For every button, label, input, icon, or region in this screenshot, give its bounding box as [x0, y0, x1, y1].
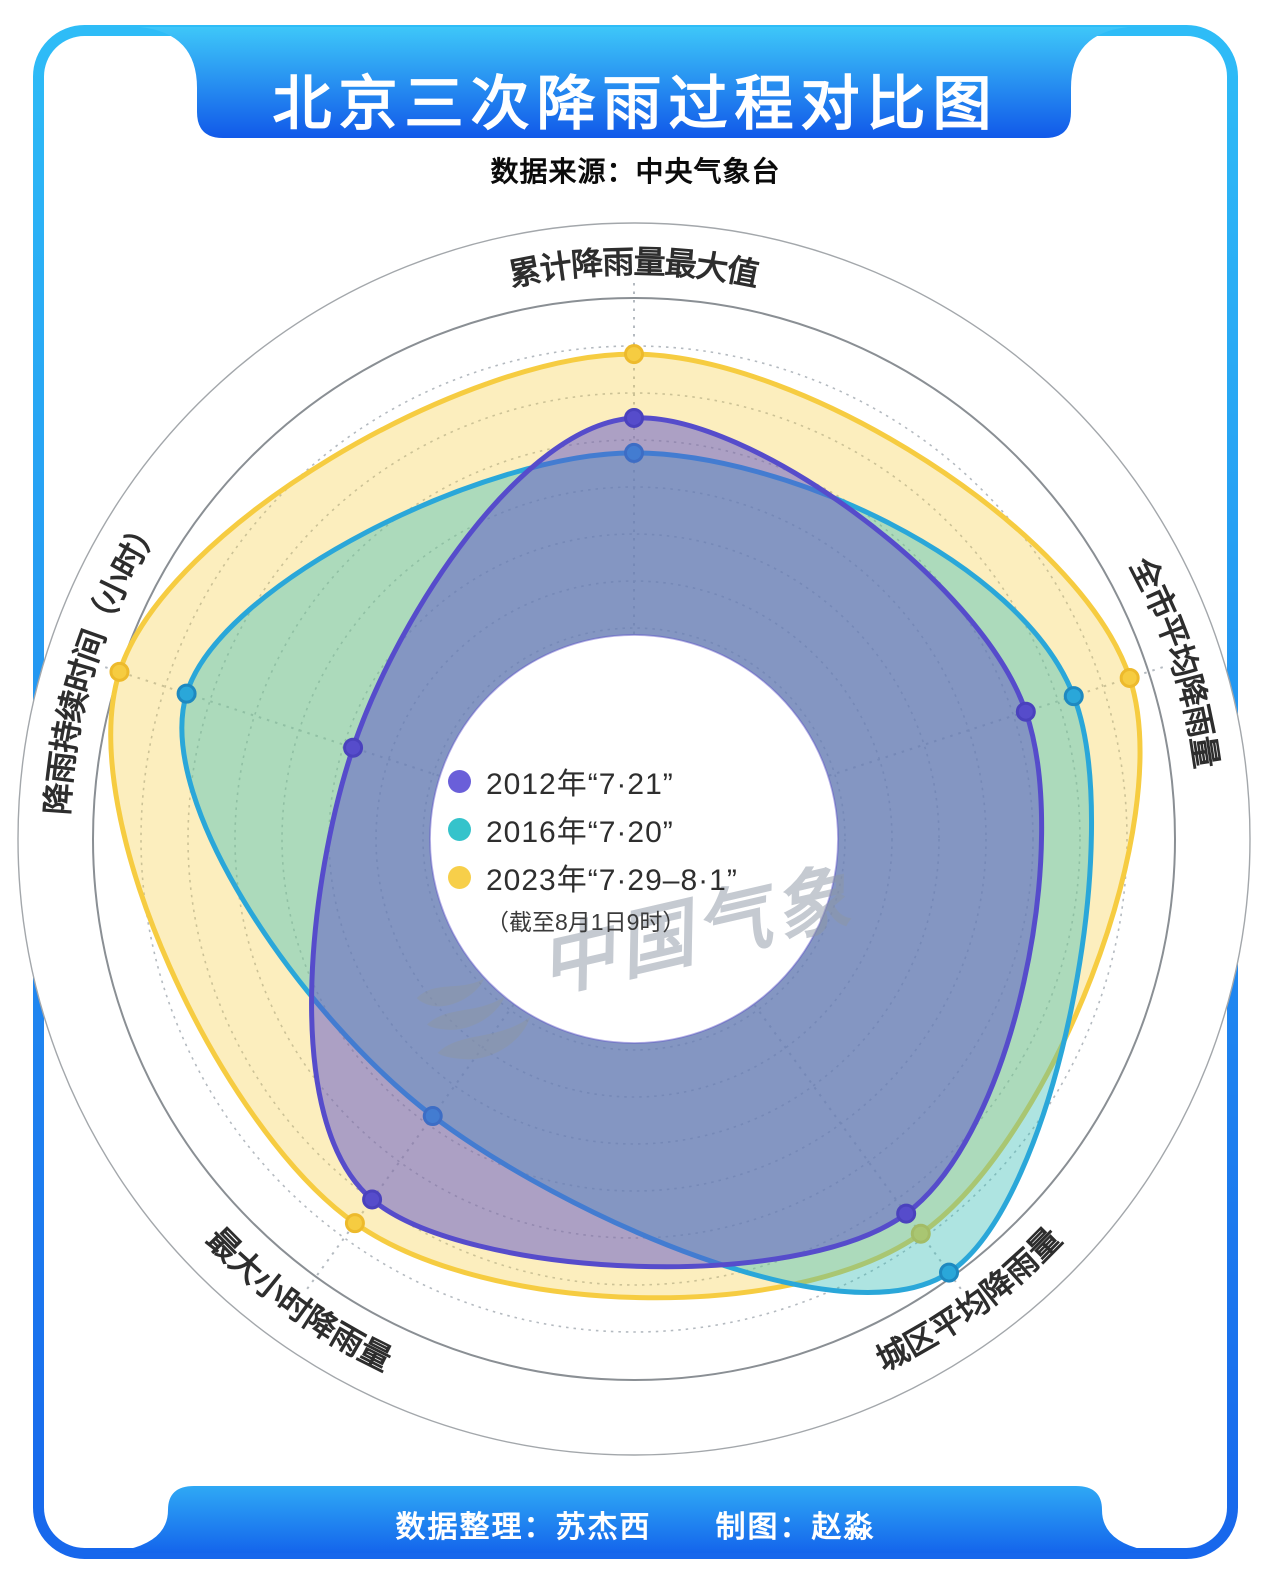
axis-label-char: 雨 — [42, 749, 82, 785]
axis-label-char: 量 — [633, 244, 666, 281]
legend-label-2012: 2012年“7·21” — [486, 768, 674, 801]
series-point — [624, 407, 644, 428]
chart-legend: 2012年“7·21” 2016年“7·20” 2023年“7·29–8·1” … — [448, 757, 738, 937]
legend-item-2016: 2016年“7·20” — [448, 805, 738, 853]
series-point — [939, 1262, 960, 1283]
footer-ribbon — [106, 1486, 1164, 1553]
legend-note: （截至8月1日9时） — [486, 909, 686, 935]
credits-text: 数据整理：苏杰西 制图：赵淼 — [395, 1511, 876, 1544]
legend-label-2023: 2023年“7·29–8·1” — [486, 864, 738, 897]
legend-dot-2023 — [448, 865, 471, 889]
series-point — [1063, 686, 1084, 707]
series-point — [624, 344, 644, 365]
axis-label-char: 量 — [1184, 733, 1224, 770]
series-point — [362, 1189, 383, 1210]
series-point — [1119, 667, 1140, 688]
axis-label-char: 雨 — [1178, 702, 1220, 741]
grid-ring — [187, 392, 1081, 1286]
series-point — [910, 1223, 931, 1244]
axis-label-char: 雨 — [602, 244, 635, 281]
series-point — [176, 683, 197, 704]
series-point — [343, 737, 364, 758]
series-point — [109, 661, 130, 682]
center-hole — [429, 634, 839, 1044]
axis-label-char: 累 — [506, 252, 544, 293]
grid-ring — [140, 345, 1128, 1333]
legend-dot-2012 — [448, 769, 471, 793]
legend-item-2023: 2023年“7·29–8·1” — [448, 853, 738, 901]
axis-label-char: 最 — [663, 245, 698, 284]
axis-label-char: 值 — [724, 252, 762, 293]
axis-label-char: 计 — [538, 247, 575, 287]
legend-label-2016: 2016年“7·20” — [486, 816, 674, 849]
scale-circle — [92, 297, 1176, 1381]
axis-label-char: 持 — [46, 718, 87, 756]
header-banner — [140, 27, 1128, 138]
data-source: 数据来源：中央气象台 — [490, 156, 781, 187]
page-title: 北京三次降雨过程对比图 — [272, 71, 999, 137]
series-point — [896, 1203, 917, 1224]
axis-label-char: 降 — [570, 245, 606, 284]
series-point — [1015, 701, 1036, 722]
legend-dot-2016 — [448, 817, 471, 841]
axis-label-char: 降 — [39, 780, 77, 815]
series-point — [344, 1213, 365, 1234]
axis-label-char: 大 — [694, 247, 731, 287]
legend-item-2012: 2012年“7·21” — [448, 757, 738, 805]
